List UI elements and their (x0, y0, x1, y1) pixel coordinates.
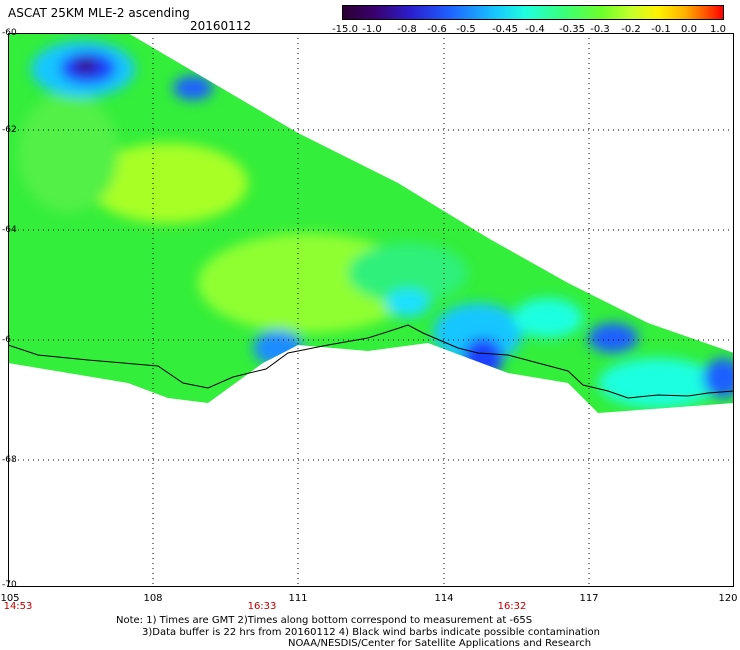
color-scale-bar (342, 5, 724, 20)
note-line: Note: 1) Times are GMT 2)Times along bot… (116, 615, 533, 626)
lat-label: -60 (2, 28, 17, 38)
lon-label: 111 (288, 593, 308, 604)
scale-label: -0.2 (621, 24, 641, 35)
scale-label: 0.0 (681, 24, 697, 35)
scale-label: -0.1 (651, 24, 671, 35)
time-label: 16:32 (497, 601, 527, 612)
scale-label: 1.0 (710, 24, 726, 35)
map-date: 20160112 (190, 19, 252, 33)
lon-label: 120 (718, 593, 738, 604)
lat-label: -70 (2, 580, 17, 590)
lat-grid (8, 129, 734, 461)
lat-label: -64 (2, 225, 17, 235)
scale-label: -0.5 (456, 24, 476, 35)
lat-label: -62 (2, 125, 17, 135)
lon-label: 117 (579, 593, 599, 604)
lat-label: -68 (2, 455, 17, 465)
note-line: 3)Data buffer is 22 hrs from 20160112 4)… (142, 627, 600, 638)
coastline (8, 324, 734, 399)
plot-frame (8, 33, 734, 587)
time-label: 14:53 (3, 601, 33, 612)
lon-label: 114 (434, 593, 454, 604)
time-label: 16:33 (247, 601, 277, 612)
scale-label: -0.6 (427, 24, 447, 35)
scale-label: -0.3 (590, 24, 610, 35)
note-line: NOAA/NESDIS/Center for Satellite Applica… (288, 638, 592, 649)
lon-label: 105 (0, 593, 20, 604)
scale-label: -0.8 (397, 24, 417, 35)
lat-label: -6 (2, 335, 11, 345)
scale-label: -0.45 (492, 24, 518, 35)
map-title: ASCAT 25KM MLE-2 ascending (8, 6, 190, 20)
map-plot-area (8, 33, 734, 587)
scale-label: -0.35 (559, 24, 585, 35)
scale-label: -1.0 (362, 24, 382, 35)
scale-label: -0.4 (525, 24, 545, 35)
wind-swath (8, 33, 734, 413)
scale-label: -15.0 (332, 24, 358, 35)
lon-label: 108 (143, 593, 163, 604)
